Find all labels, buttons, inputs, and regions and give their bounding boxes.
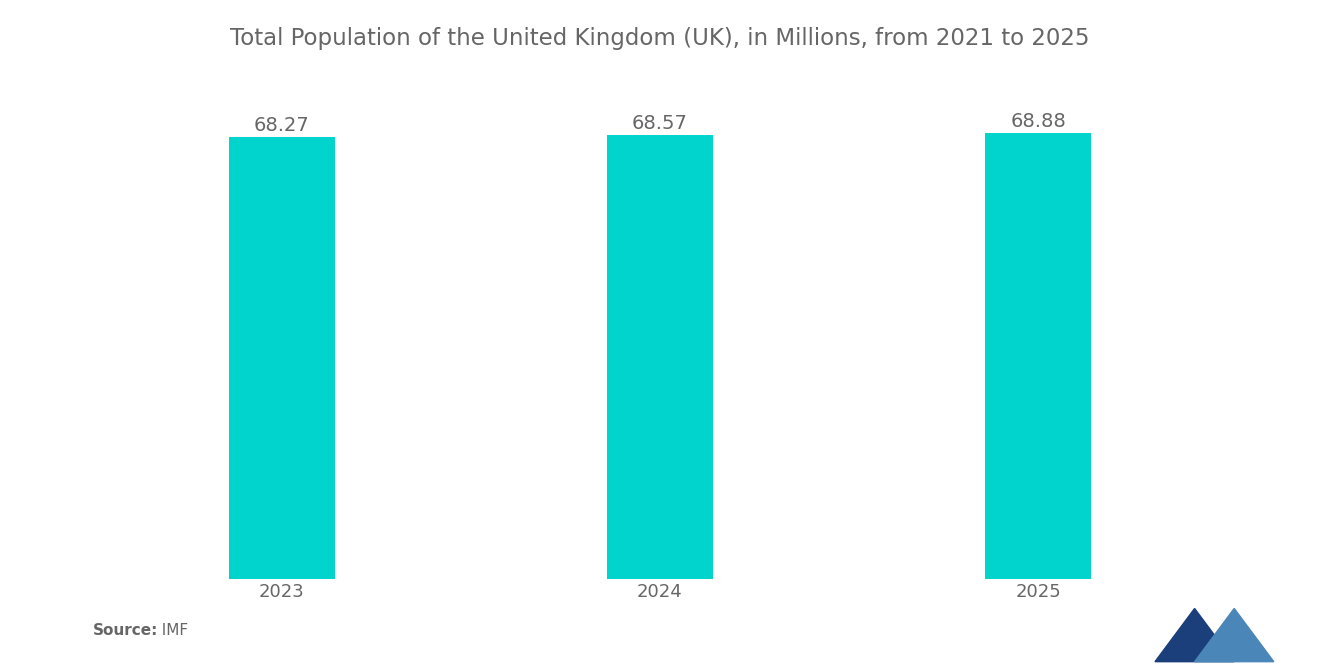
Text: Source:: Source: [92,623,158,638]
Bar [986,133,1092,579]
Text: 68.27: 68.27 [253,116,309,135]
Text: Total Population of the United Kingdom (UK), in Millions, from 2021 to 2025: Total Population of the United Kingdom (… [230,27,1090,50]
Text: 68.57: 68.57 [632,114,688,133]
Text: IMF: IMF [152,623,187,638]
Polygon shape [1155,608,1234,662]
Polygon shape [1195,608,1274,662]
Bar [607,135,713,579]
Text: 68.88: 68.88 [1011,112,1067,131]
Bar [228,137,334,579]
